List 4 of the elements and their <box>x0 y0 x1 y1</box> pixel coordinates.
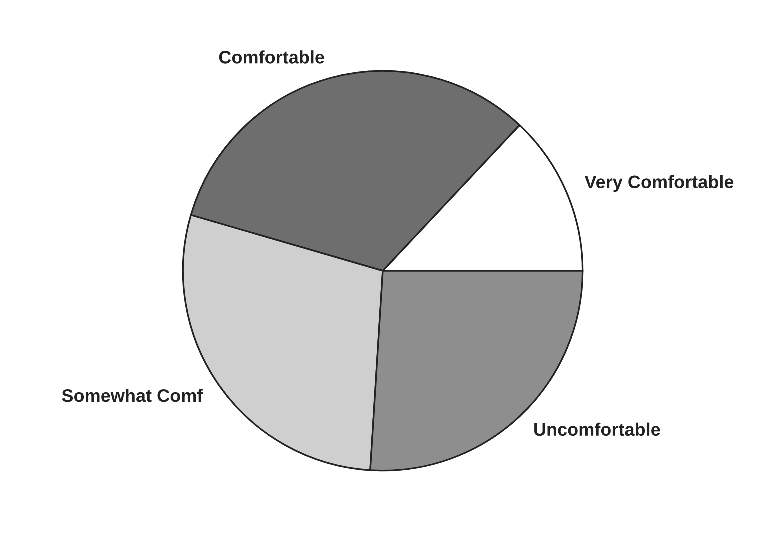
slice-label: Very Comfortable <box>584 175 734 192</box>
slice-label: Uncomfortable <box>534 422 660 436</box>
slice-label: Comfortable <box>219 50 324 64</box>
slice-label: Somewhat Comf <box>62 388 204 402</box>
